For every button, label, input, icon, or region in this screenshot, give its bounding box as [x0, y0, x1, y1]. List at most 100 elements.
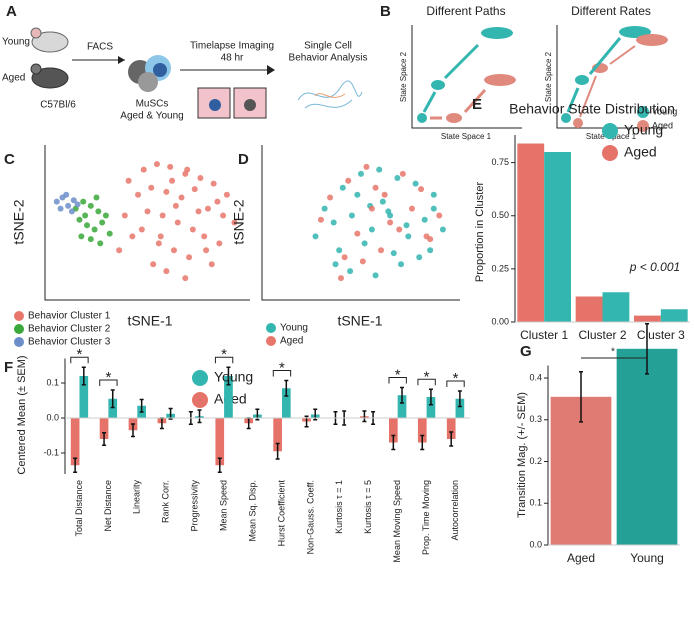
path: [422, 43, 480, 113]
significance-bracket: [272, 370, 292, 377]
point: [399, 170, 406, 177]
x-tick-label: Aged: [567, 551, 595, 565]
significance-label: *: [77, 346, 83, 363]
point: [148, 184, 155, 191]
panel-label: E: [472, 96, 482, 113]
y-tick-label: 0.2: [529, 456, 542, 466]
x-tick-label: Cluster 2: [578, 328, 626, 342]
significance-bracket: [214, 356, 234, 364]
x-tick-label: Rank Corr.: [161, 480, 171, 523]
legend-label: Behavior Cluster 2: [28, 324, 111, 335]
point: [203, 247, 210, 254]
error-bar: [275, 442, 280, 460]
error-bar: [139, 398, 144, 413]
label: Timelapse Imaging: [190, 41, 274, 52]
error-bar: [457, 390, 462, 408]
point: [155, 240, 162, 247]
point: [74, 201, 81, 208]
point: [430, 205, 437, 212]
point: [68, 208, 75, 215]
point: [172, 202, 179, 209]
y-tick-label: 0.50: [491, 210, 509, 220]
y-axis-label: Transition Mag. (+/- SEM): [516, 392, 528, 518]
point: [163, 188, 170, 195]
point: [97, 240, 104, 247]
legend-label: Behavior Cluster 1: [28, 311, 111, 322]
significance-bracket: [70, 356, 89, 364]
point: [416, 254, 423, 261]
error-bar: [102, 431, 107, 447]
point: [65, 202, 72, 209]
error-bar: [400, 386, 405, 404]
panel-a-diagram: [30, 27, 363, 119]
state: [484, 74, 516, 86]
bar: [108, 398, 118, 418]
error-bar: [73, 457, 78, 473]
point: [121, 212, 128, 219]
legend-swatch: [14, 311, 24, 321]
point: [153, 161, 160, 168]
point: [403, 222, 410, 229]
point: [195, 208, 202, 215]
bar: [99, 418, 109, 439]
point: [354, 191, 361, 198]
point: [157, 233, 164, 240]
point: [223, 191, 230, 198]
error-bar: [110, 389, 115, 409]
bar: [616, 348, 678, 545]
point: [208, 261, 215, 268]
axis-label: State Space 2: [399, 51, 408, 102]
cell-nucleus: [153, 63, 167, 77]
x-tick-label: Hurst Coefficient: [276, 480, 286, 547]
significance-bracket: [388, 377, 407, 384]
point: [163, 268, 170, 275]
point: [348, 212, 355, 219]
x-axis-label: tSNE-1: [337, 313, 382, 329]
legend-swatch: [14, 337, 24, 347]
panel-label: F: [4, 359, 13, 376]
label: Aged: [2, 73, 25, 84]
point: [423, 233, 430, 240]
point: [138, 226, 145, 233]
state: [481, 27, 513, 39]
bar: [215, 418, 225, 466]
point: [337, 275, 344, 282]
point: [220, 212, 227, 219]
state: [446, 113, 462, 123]
point: [418, 186, 425, 193]
bar: [70, 418, 80, 466]
point: [376, 166, 383, 173]
point: [327, 194, 334, 201]
point: [214, 198, 221, 205]
point: [159, 212, 166, 219]
point: [427, 247, 434, 254]
point: [368, 226, 375, 233]
point: [439, 226, 446, 233]
path: [430, 88, 487, 120]
point: [358, 170, 364, 177]
annotation: p < 0.001: [629, 260, 680, 274]
legend-label: Aged: [652, 120, 673, 130]
x-tick-label: Mean Moving Speed: [392, 480, 402, 563]
point: [363, 163, 370, 170]
bar: [634, 315, 661, 322]
bar: [446, 418, 456, 439]
point: [312, 233, 319, 240]
x-tick-label: Young: [630, 551, 664, 565]
error-bar: [391, 434, 396, 451]
point: [189, 226, 196, 233]
arrow-head: [267, 65, 275, 75]
legend-swatch: [14, 324, 24, 334]
axes: [261, 145, 460, 301]
diagram-texts: Young Aged C57Bl/6 FACS MuSCs Aged & You…: [2, 4, 677, 141]
x-tick-label: Total Distance: [74, 480, 84, 537]
bar: [544, 152, 571, 322]
error-bar: [130, 423, 135, 438]
panel-b-diagram: [411, 25, 668, 132]
point: [378, 247, 385, 254]
y-tick-label: 0.0: [529, 539, 542, 549]
point: [178, 194, 185, 201]
bar: [602, 292, 630, 322]
y-tick-label: 0.25: [491, 263, 509, 273]
y-tick-label: 0.0: [46, 412, 59, 422]
